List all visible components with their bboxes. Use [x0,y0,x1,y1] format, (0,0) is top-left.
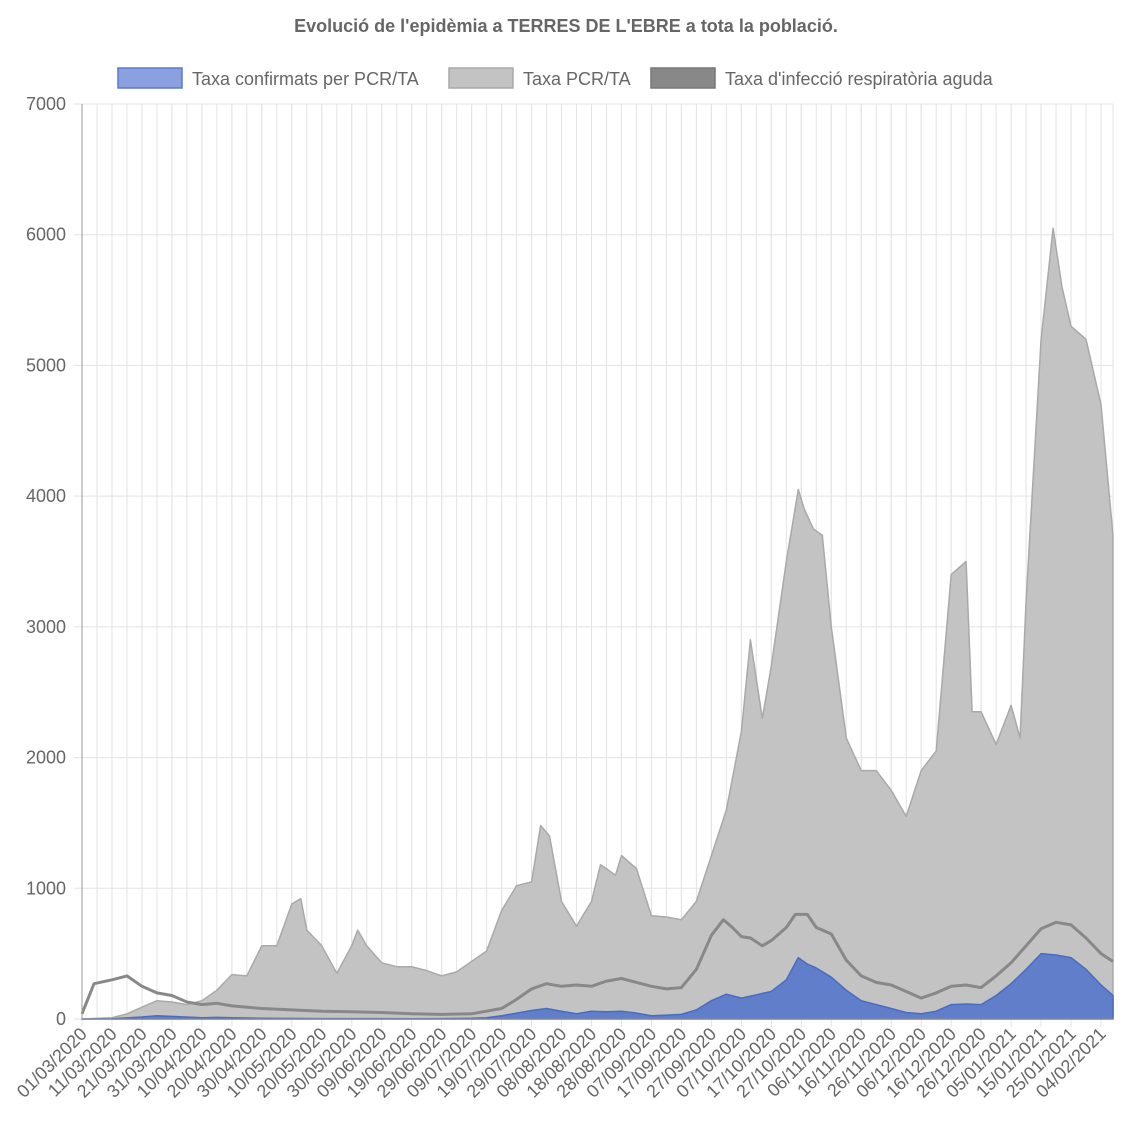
y-tick-label: 1000 [26,878,66,898]
y-tick-label: 7000 [26,94,66,114]
chart-title: Evolució de l'epidèmia a TERRES DE L'EBR… [294,16,838,36]
series-taxa-infeccio-respiratoria-line [80,912,1114,1016]
legend-swatch [117,67,183,89]
legend-label: Taxa PCR/TA [523,69,631,89]
legend-label: Taxa d'infecció respiratòria aguda [725,69,994,89]
axes [81,104,1113,1020]
series-taxa-pcr-ta-area [81,227,1114,1020]
horizontal-grid [74,103,1113,1020]
y-tick-label: 4000 [26,486,66,506]
y-tick-label: 0 [56,1009,66,1029]
legend: Taxa confirmats per PCR/TA Taxa PCR/TA Tax… [117,67,994,89]
y-tick-label: 3000 [26,617,66,637]
legend-swatch [448,67,514,89]
legend-swatch [650,67,716,89]
y-tick-label: 2000 [26,748,66,768]
y-tick-label: 5000 [26,355,66,375]
series-layer [80,227,1114,1020]
y-tick-label: 6000 [26,225,66,245]
legend-label: Taxa confirmats per PCR/TA [192,69,419,89]
y-tick-labels: 0 1000 2000 3000 4000 5000 6000 7000 [26,94,66,1029]
x-tick-labels: 01/03/202011/03/202021/03/202031/03/2020… [13,1024,1110,1102]
